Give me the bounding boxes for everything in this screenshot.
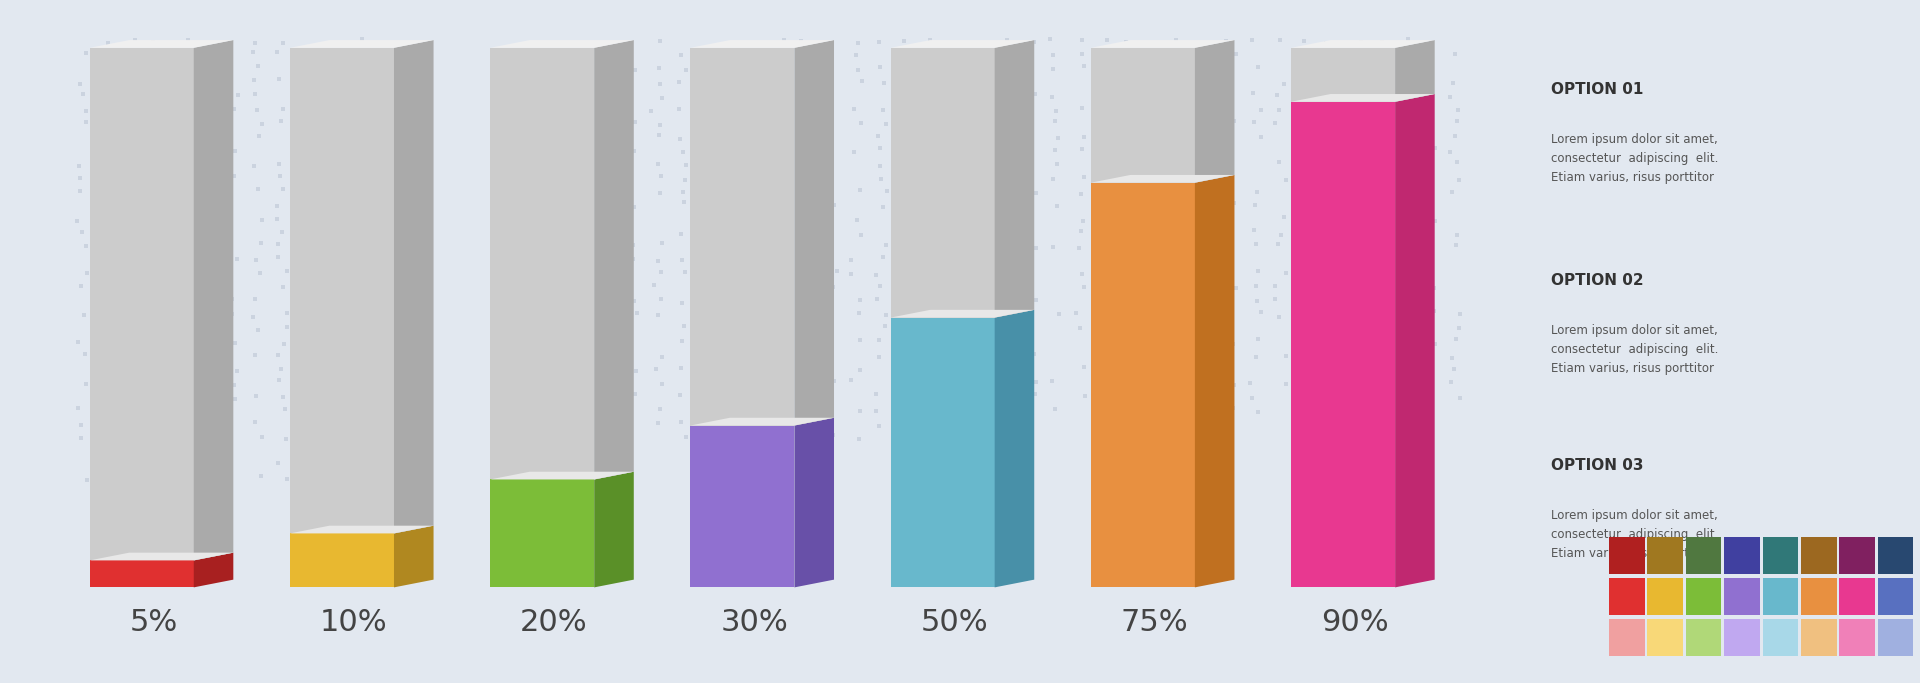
FancyBboxPatch shape <box>1763 537 1799 574</box>
FancyBboxPatch shape <box>1686 619 1722 656</box>
Polygon shape <box>891 318 995 587</box>
Polygon shape <box>1194 175 1235 587</box>
Polygon shape <box>1091 182 1194 587</box>
FancyBboxPatch shape <box>1878 537 1914 574</box>
Polygon shape <box>290 48 394 533</box>
Text: OPTION 03: OPTION 03 <box>1551 458 1644 473</box>
FancyBboxPatch shape <box>1839 619 1876 656</box>
Polygon shape <box>995 310 1035 587</box>
Polygon shape <box>1091 175 1235 182</box>
Polygon shape <box>891 40 1035 48</box>
Polygon shape <box>891 48 995 318</box>
FancyBboxPatch shape <box>1647 619 1684 656</box>
Polygon shape <box>90 553 234 560</box>
Polygon shape <box>1396 40 1434 102</box>
Polygon shape <box>795 418 833 587</box>
Polygon shape <box>795 40 833 426</box>
Polygon shape <box>490 40 634 48</box>
Polygon shape <box>490 48 593 479</box>
Polygon shape <box>290 526 434 533</box>
Polygon shape <box>691 40 833 48</box>
Polygon shape <box>194 553 234 587</box>
Polygon shape <box>490 472 634 479</box>
FancyBboxPatch shape <box>1724 619 1761 656</box>
FancyBboxPatch shape <box>1763 619 1799 656</box>
Text: OPTION 02: OPTION 02 <box>1551 273 1644 288</box>
FancyBboxPatch shape <box>1609 578 1645 615</box>
Polygon shape <box>1290 40 1434 48</box>
FancyBboxPatch shape <box>1647 537 1684 574</box>
FancyBboxPatch shape <box>1878 619 1914 656</box>
Text: 90%: 90% <box>1321 608 1388 637</box>
Polygon shape <box>593 40 634 479</box>
Text: Lorem ipsum dolor sit amet,
consectetur  adipiscing  elit.
Etiam varius, risus p: Lorem ipsum dolor sit amet, consectetur … <box>1551 324 1718 376</box>
Polygon shape <box>1290 48 1396 102</box>
Polygon shape <box>1091 40 1235 48</box>
Polygon shape <box>90 40 234 48</box>
Polygon shape <box>394 40 434 533</box>
FancyBboxPatch shape <box>1686 578 1722 615</box>
FancyBboxPatch shape <box>1609 537 1645 574</box>
Text: OPTION 01: OPTION 01 <box>1551 82 1644 97</box>
Polygon shape <box>995 40 1035 318</box>
FancyBboxPatch shape <box>1724 537 1761 574</box>
Polygon shape <box>290 533 394 587</box>
FancyBboxPatch shape <box>1609 619 1645 656</box>
Polygon shape <box>1396 94 1434 587</box>
FancyBboxPatch shape <box>1763 578 1799 615</box>
FancyBboxPatch shape <box>1801 537 1837 574</box>
Text: Lorem ipsum dolor sit amet,
consectetur  adipiscing  elit.
Etiam varius, risus p: Lorem ipsum dolor sit amet, consectetur … <box>1551 133 1718 184</box>
FancyBboxPatch shape <box>1839 537 1876 574</box>
Text: 50%: 50% <box>922 608 989 637</box>
FancyBboxPatch shape <box>1839 578 1876 615</box>
Polygon shape <box>891 310 1035 318</box>
Polygon shape <box>1290 94 1434 102</box>
Polygon shape <box>394 526 434 587</box>
Polygon shape <box>691 48 795 426</box>
Polygon shape <box>194 40 234 560</box>
Text: 30%: 30% <box>720 608 787 637</box>
FancyBboxPatch shape <box>1801 578 1837 615</box>
FancyBboxPatch shape <box>1878 578 1914 615</box>
FancyBboxPatch shape <box>1686 537 1722 574</box>
Text: Lorem ipsum dolor sit amet,
consectetur  adipiscing  elit.
Etiam varius, risus p: Lorem ipsum dolor sit amet, consectetur … <box>1551 509 1718 560</box>
Polygon shape <box>691 418 833 426</box>
FancyBboxPatch shape <box>1724 578 1761 615</box>
Text: 75%: 75% <box>1121 608 1188 637</box>
Polygon shape <box>90 560 194 587</box>
Polygon shape <box>691 426 795 587</box>
Text: 20%: 20% <box>520 608 588 637</box>
Polygon shape <box>490 479 593 587</box>
Polygon shape <box>290 40 434 48</box>
Text: 5%: 5% <box>129 608 179 637</box>
Polygon shape <box>1194 40 1235 182</box>
Text: 10%: 10% <box>321 608 388 637</box>
Polygon shape <box>1091 48 1194 182</box>
FancyBboxPatch shape <box>1647 578 1684 615</box>
FancyBboxPatch shape <box>1801 619 1837 656</box>
Polygon shape <box>90 48 194 560</box>
Polygon shape <box>1290 102 1396 587</box>
Polygon shape <box>593 472 634 587</box>
